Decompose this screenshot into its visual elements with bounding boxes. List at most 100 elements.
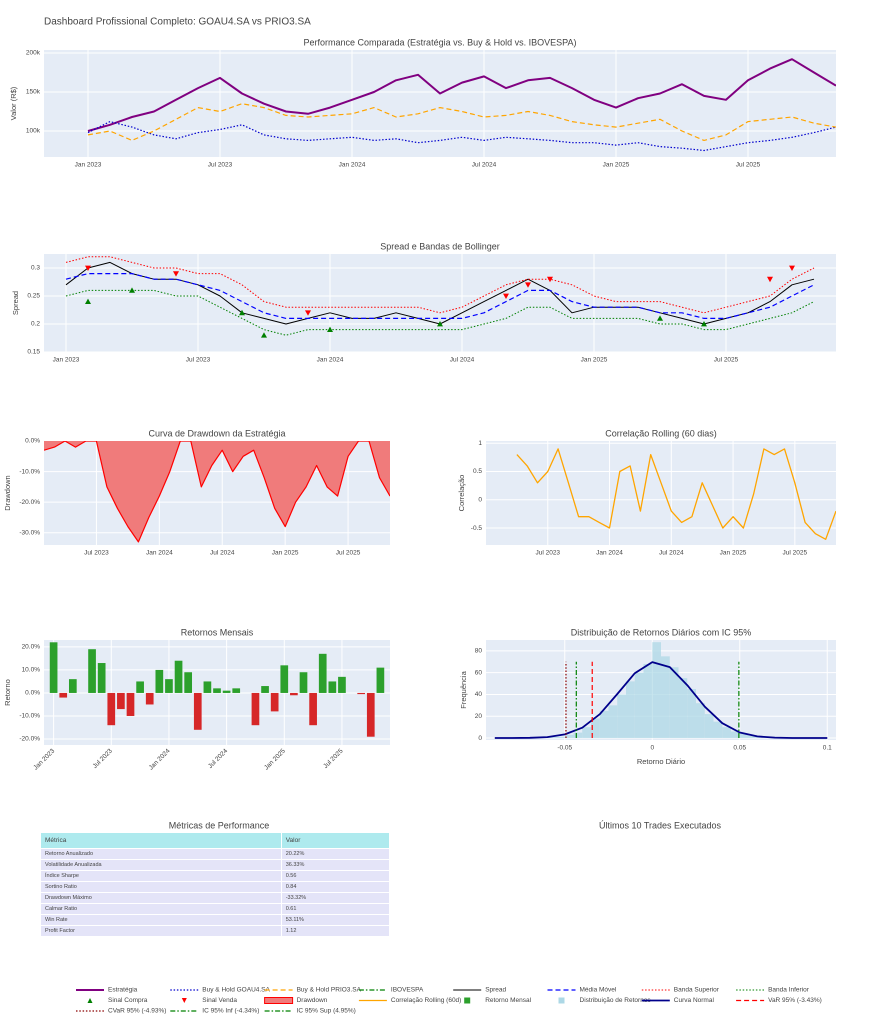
y-tick-label: 20 — [475, 713, 483, 720]
bar — [97, 663, 106, 693]
legend-symbol — [558, 997, 565, 1004]
x-tick-label: 0.05 — [733, 745, 746, 752]
chart-title: Retornos Mensais — [181, 627, 254, 637]
signal-marker — [239, 309, 245, 316]
histogram-bar — [748, 735, 758, 739]
signal-marker — [129, 287, 135, 293]
x-tick-label: 0 — [650, 745, 654, 752]
y-axis-label: Drawdown — [3, 475, 12, 510]
signal-marker — [547, 276, 553, 283]
y-axis-label: Frequência — [459, 670, 468, 708]
table-cell: Índice Sharpe — [40, 870, 282, 882]
legend-label: IC 95% Sup (4.95%) — [297, 1008, 356, 1015]
signal-marker — [525, 282, 531, 288]
histogram-bar — [713, 721, 723, 739]
legend-label: Distribuição de Retornos — [580, 997, 652, 1004]
line — [494, 661, 828, 739]
bar — [261, 686, 269, 693]
chart-title: Distribuição de Retornos Diários com IC … — [571, 627, 752, 637]
y-tick-label: 0.0% — [25, 690, 40, 697]
signal-marker — [173, 271, 179, 277]
line — [65, 256, 815, 314]
signal-marker — [701, 321, 707, 327]
bar — [145, 692, 154, 705]
table-row: Índice Sharpe 0.56 — [40, 870, 391, 882]
y-tick-label: 150k — [26, 89, 41, 96]
histogram-bar — [669, 667, 679, 739]
x-tick-label: Jan 2024 — [317, 357, 344, 364]
x-tick-label: Jul 2023 — [208, 162, 233, 169]
histogram-bar — [599, 710, 609, 739]
histogram-bar — [678, 678, 688, 739]
y-tick-label: 0 — [478, 497, 482, 504]
legend-symbol — [264, 997, 294, 1004]
y-tick-label: -10.0% — [19, 468, 40, 475]
bar — [59, 692, 68, 698]
chart-title: Correlação Rolling (60 dias) — [605, 428, 717, 438]
table-cell: 53.11% — [280, 914, 391, 926]
legend-symbol — [464, 997, 471, 1004]
x-tick-label: Jul 2025 — [336, 550, 361, 557]
bar — [357, 692, 366, 695]
legend-label: VaR 95% (-3.43%) — [768, 997, 822, 1004]
bar — [88, 649, 96, 693]
y-tick-label: 0.3 — [31, 265, 40, 272]
histogram-bar — [617, 694, 626, 739]
table-cell: Win Rate — [40, 914, 282, 926]
y-tick-label: -0.5 — [471, 525, 483, 532]
y-tick-label: 1 — [478, 440, 482, 447]
chart-title: Performance Comparada (Estratégia vs. Bu… — [304, 37, 577, 47]
legend-label: Drawdown — [297, 997, 328, 1004]
legend-label: Buy & Hold PRIO3.SA — [297, 987, 362, 994]
legend-symbol — [181, 998, 187, 1003]
legend-label: Buy & Hold GOAU4.SA — [202, 987, 270, 994]
signal-marker — [503, 293, 509, 299]
y-tick-label: 80 — [475, 648, 483, 655]
histogram-bar — [643, 663, 653, 739]
bar — [299, 672, 308, 693]
bar — [193, 692, 202, 730]
y-tick-label: 0.0% — [25, 438, 40, 445]
plot-layer — [65, 256, 815, 338]
plot-layer — [44, 441, 390, 543]
histogram-bar — [547, 736, 556, 739]
x-tick-label: Jan 2025 — [263, 747, 287, 771]
signal-marker — [327, 326, 333, 332]
table-row: Win Rate 53.11% — [40, 914, 391, 926]
table-row: Sortino Ratio 0.84 — [40, 881, 391, 893]
x-tick-label: Jan 2024 — [596, 550, 623, 557]
legend-symbol — [87, 998, 93, 1003]
trades-title: Últimos 10 Trades Executados — [599, 820, 722, 830]
signal-marker — [789, 265, 795, 271]
histogram-bar — [687, 689, 696, 739]
table-row: Volatilidade Anualizada 36.33% — [40, 859, 391, 871]
x-tick-label: Jul 2025 — [736, 162, 761, 169]
line — [65, 289, 815, 336]
histogram-bar — [661, 656, 670, 739]
x-tick-label: 0.1 — [823, 745, 832, 752]
table-cell: 0.56 — [280, 870, 391, 882]
area-fill — [44, 441, 390, 542]
legend-label: Média Móvel — [580, 987, 617, 994]
legend-label: Curva Normal — [674, 997, 715, 1004]
histogram-bar — [591, 718, 600, 739]
line — [87, 103, 836, 141]
histogram-bar — [739, 733, 749, 739]
x-tick-label: Jan 2023 — [75, 162, 102, 169]
histogram-bar — [731, 731, 740, 739]
y-tick-label: 0.5 — [473, 468, 482, 475]
x-tick-label: Jan 2025 — [720, 550, 747, 557]
y-tick-label: 60 — [475, 669, 483, 676]
y-tick-label: 100k — [26, 128, 41, 135]
table-cell: 20.22% — [280, 848, 391, 860]
y-tick-label: 20.0% — [22, 644, 41, 651]
chart-title: Curva de Drawdown da Estratégia — [148, 428, 285, 438]
table-row: Profit Factor 1.12 — [40, 925, 391, 937]
bar — [117, 692, 125, 710]
x-tick-label: Jul 2023 — [186, 357, 211, 364]
table-cell: Drawdown Máximo — [40, 892, 282, 904]
bar — [318, 653, 327, 693]
legend-label: Estratégia — [108, 987, 138, 994]
histogram-bar — [608, 705, 618, 739]
